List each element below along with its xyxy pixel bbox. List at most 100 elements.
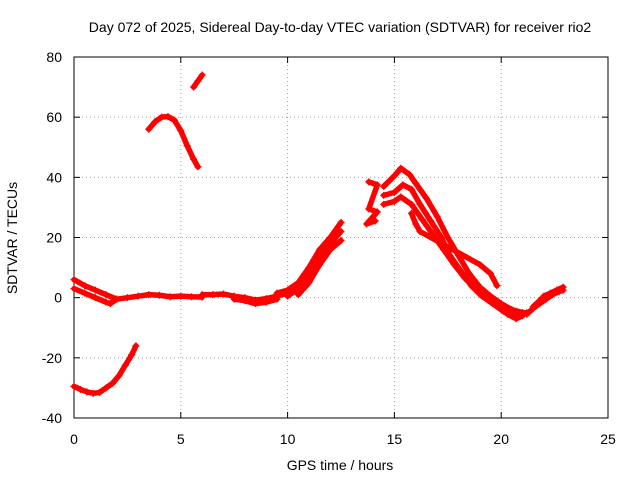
- data-point: [194, 77, 202, 85]
- data-points: [70, 71, 567, 397]
- data-point: [145, 291, 153, 299]
- plot-border: [73, 56, 609, 419]
- data-point: [70, 285, 78, 293]
- data-point: [337, 227, 345, 235]
- x-tick-label: 0: [70, 431, 78, 447]
- data-point: [102, 384, 110, 392]
- data-point: [209, 291, 217, 299]
- data-point: [102, 298, 110, 306]
- data-point: [128, 351, 136, 359]
- data-point: [316, 246, 324, 254]
- data-point: [418, 215, 426, 223]
- data-point: [536, 300, 544, 308]
- data-point: [183, 142, 191, 150]
- data-point: [433, 212, 441, 220]
- data-point: [151, 118, 159, 126]
- data-point: [365, 178, 373, 186]
- data-point: [390, 188, 398, 196]
- data-point: [230, 295, 238, 303]
- data-point: [326, 240, 334, 248]
- data-point: [542, 295, 550, 303]
- data-point: [121, 361, 129, 369]
- data-point: [70, 276, 78, 284]
- data-point: [102, 291, 110, 299]
- data-point: [422, 194, 430, 202]
- data-point: [363, 220, 371, 228]
- data-point: [337, 218, 345, 226]
- data-point: [337, 237, 345, 245]
- data-point: [177, 292, 185, 300]
- data-point: [407, 209, 415, 217]
- data-point: [493, 301, 501, 309]
- y-tick-label: 0: [54, 290, 62, 306]
- data-point: [416, 200, 424, 208]
- data-point: [555, 288, 563, 296]
- data-point: [273, 295, 281, 303]
- data-point: [512, 315, 520, 323]
- data-point: [155, 291, 163, 299]
- x-axis-label: GPS time / hours: [287, 457, 394, 473]
- data-point: [504, 310, 512, 318]
- data-point: [91, 294, 99, 302]
- data-point: [412, 220, 420, 228]
- data-point: [89, 389, 97, 397]
- data-point: [472, 285, 480, 293]
- series-early-lower: [71, 285, 120, 307]
- data-point: [252, 300, 260, 308]
- tick-labels: 0 5 10 15 20 25 -40 -20 0 20 40 60 80: [42, 49, 616, 447]
- series-late-fragments: [408, 210, 500, 289]
- data-point: [145, 125, 153, 133]
- data-point: [399, 181, 407, 189]
- data-point: [83, 388, 91, 396]
- data-point: [397, 193, 405, 201]
- data-point: [96, 388, 104, 396]
- series-rise-mid: [284, 228, 344, 299]
- data-point: [390, 172, 398, 180]
- data-point: [305, 279, 313, 287]
- data-point: [427, 217, 435, 225]
- data-point: [493, 282, 501, 290]
- data-point: [81, 289, 89, 297]
- grid: [74, 57, 608, 418]
- data-point: [373, 181, 381, 189]
- data-point: [284, 292, 292, 300]
- data-point: [407, 185, 415, 193]
- data-point: [273, 289, 281, 297]
- data-point: [170, 116, 178, 124]
- data-point: [198, 291, 206, 299]
- chart-title: Day 072 of 2025, Sidereal Day-to-day VTE…: [89, 19, 592, 35]
- x-tick-label: 15: [387, 431, 403, 447]
- data-point: [380, 191, 388, 199]
- data-point: [134, 292, 142, 300]
- data-point: [132, 342, 140, 350]
- data-point: [262, 298, 270, 306]
- data-point: [164, 113, 172, 121]
- data-point: [371, 217, 379, 225]
- data-point: [158, 113, 166, 121]
- data-point: [412, 179, 420, 187]
- data-point: [397, 164, 405, 172]
- data-point: [108, 379, 116, 387]
- data-point: [76, 385, 84, 393]
- data-point: [220, 290, 228, 298]
- data-point: [380, 200, 388, 208]
- data-point: [326, 246, 334, 254]
- data-point: [437, 234, 445, 241]
- data-point: [106, 300, 114, 308]
- data-point: [190, 83, 198, 91]
- y-tick-label: -20: [42, 350, 62, 366]
- data-point: [187, 293, 195, 301]
- data-point: [416, 227, 424, 235]
- data-point: [407, 200, 415, 208]
- data-point: [284, 286, 292, 294]
- x-tick-label: 5: [177, 431, 185, 447]
- y-tick-label: 80: [46, 49, 62, 65]
- data-point: [482, 294, 490, 302]
- y-tick-label: 20: [46, 230, 62, 246]
- y-tick-label: -40: [42, 410, 62, 426]
- data-point: [523, 310, 531, 318]
- data-point: [115, 372, 123, 380]
- data-point: [465, 270, 473, 278]
